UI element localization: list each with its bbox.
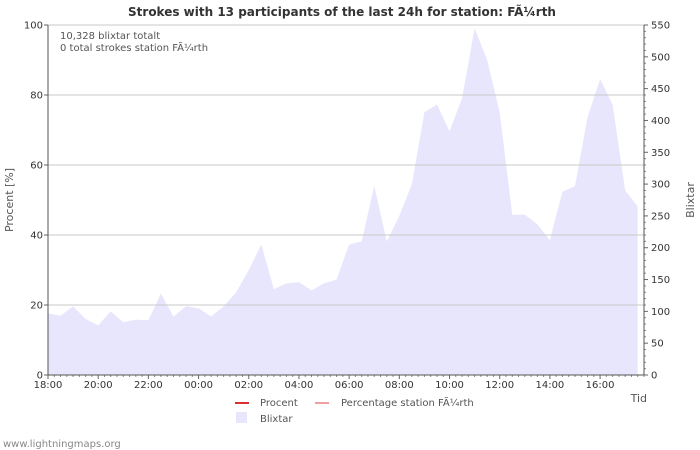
info-total-strokes: 10,328 blixtar totalt [60,31,160,42]
y-left-tick-label: 40 [30,231,43,242]
x-tick-label: 14:00 [535,380,564,391]
legend-swatch-blixtar [236,412,247,423]
legend-label-blixtar: Blixtar [260,414,293,425]
x-tick-label: 06:00 [335,380,364,391]
y-right-tick-label: 350 [651,148,670,159]
gridlines [48,24,644,306]
x-tick-label: 20:00 [84,380,113,391]
area-layer [48,28,638,375]
y-right-tick-label: 200 [651,243,670,254]
axes: 0 20 40 60 80 100 0 50 100 150 200 250 300 350 400 450 5… [24,21,670,392]
x-tick-label: 08:00 [385,380,414,391]
legend-label-procent: Procent [260,398,298,409]
y-left-tick-label: 20 [30,301,43,312]
blixtar-area [48,28,638,375]
x-tick-label: 00:00 [184,380,213,391]
y-axis-left-label: Procent [%] [3,168,16,232]
x-tick-label: 04:00 [285,380,314,391]
legend: Procent Percentage station FÃ¼rth Blixta… [235,396,474,425]
x-tick-label: 12:00 [485,380,514,391]
y-right-tick-label: 50 [651,339,664,350]
x-tick-label: 10:00 [435,380,464,391]
y-right-tick-label: 0 [651,371,657,382]
legend-label-percentage-station: Percentage station FÃ¼rth [341,396,474,409]
y-right-tick-label: 100 [651,307,670,318]
y-right-tick-label: 550 [651,21,670,32]
x-tick-label: 22:00 [134,380,163,391]
y-left-tick-label: 100 [24,21,43,32]
y-right-tick-label: 450 [651,84,670,95]
y-right-tick-label: 500 [651,52,670,63]
x-tick-label: 16:00 [586,380,615,391]
x-axis-label: Tid [630,392,647,405]
y-right-tick-label: 300 [651,180,670,191]
y-axis-right-label: Blixtar [684,182,697,218]
y-right-tick-label: 250 [651,211,670,222]
y-right-tick-label: 400 [651,116,670,127]
plot-area: 0 20 40 60 80 100 0 50 100 150 200 250 300 350 400 450 5… [24,21,670,392]
y-left-tick-label: 80 [30,91,43,102]
y-left-tick-label: 60 [30,161,43,172]
x-tick-label: 18:00 [34,380,63,391]
info-station-strokes: 0 total strokes station FÃ¼rth [60,41,208,54]
footer-credit: www.lightningmaps.org [3,439,121,450]
x-tick-label: 02:00 [234,380,263,391]
y-right-tick-label: 150 [651,275,670,286]
chart-title: Strokes with 13 participants of the last… [128,4,556,19]
y-left-tick-label: 0 [37,371,43,382]
